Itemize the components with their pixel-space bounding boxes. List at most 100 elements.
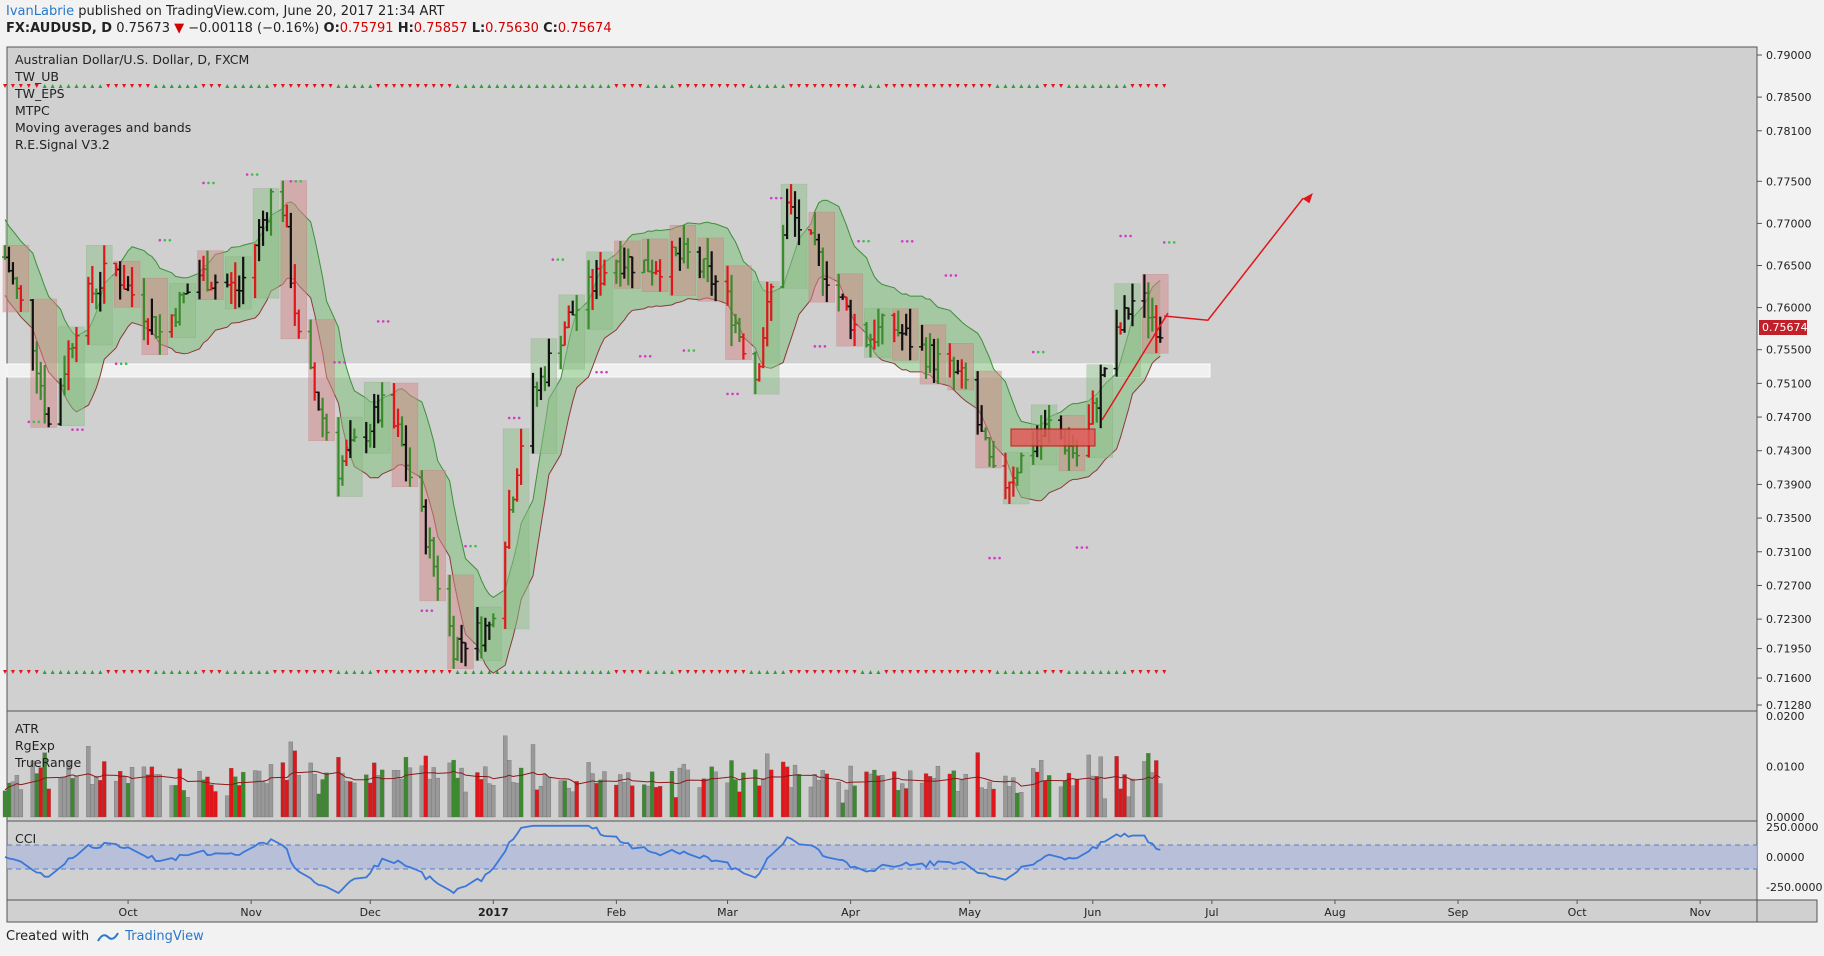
signal-marker <box>614 670 619 674</box>
atr-bar <box>241 771 246 818</box>
atr-bar <box>1090 775 1095 818</box>
signal-marker <box>257 84 262 88</box>
time-tick-7: May <box>958 906 981 919</box>
signal-marker <box>423 670 428 674</box>
main-pane[interactable] <box>6 46 1758 712</box>
atr-bar <box>558 780 563 818</box>
eps-dot <box>32 420 36 424</box>
signal-marker <box>614 84 619 88</box>
eps-dot <box>905 239 909 243</box>
atr-bar <box>463 791 468 818</box>
signal-marker <box>153 670 158 674</box>
eps-dot <box>605 370 608 374</box>
eps-dot <box>464 544 467 548</box>
atr-bar <box>598 779 603 818</box>
signal-marker <box>1051 84 1056 88</box>
tradingview-brand[interactable]: TradingView <box>97 929 204 944</box>
indicator-label-1[interactable]: TW_EPS <box>14 86 65 101</box>
signal-marker <box>709 84 714 88</box>
indicator-label-3[interactable]: Moving averages and bands <box>15 120 191 135</box>
arrow-head-icon <box>1302 192 1313 204</box>
eps-dot <box>376 320 380 323</box>
footer: Created with TradingView <box>6 929 204 944</box>
atr-bar <box>427 778 432 818</box>
signal-marker <box>114 84 119 88</box>
atr-bar <box>181 790 186 818</box>
eps-dot <box>386 320 390 323</box>
atr-axis[interactable]: 0.0200 0.0100 0.0000 <box>1766 710 1805 824</box>
atr-bar <box>788 787 794 818</box>
signal-marker <box>828 670 833 674</box>
eps-dot <box>163 238 167 242</box>
indicator-label-0[interactable]: TW_UB <box>14 69 59 84</box>
tradingview-link[interactable]: TradingView <box>125 929 204 944</box>
signal-marker <box>328 84 333 88</box>
author-link[interactable]: IvanLabrie <box>6 4 75 19</box>
atr-bar <box>657 786 663 818</box>
atr-bar <box>669 770 675 818</box>
atr-bar <box>542 774 548 818</box>
atr-bar <box>153 774 159 818</box>
signal-marker <box>114 670 119 674</box>
signal-marker <box>145 84 150 88</box>
truerange-label[interactable]: TrueRange <box>14 755 81 770</box>
projection-path[interactable] <box>1164 197 1304 322</box>
signal-marker <box>582 84 587 88</box>
signal-marker <box>58 670 63 674</box>
signal-marker <box>153 84 158 88</box>
atr-bar <box>280 762 286 818</box>
signal-marker <box>82 670 87 674</box>
atr-bar <box>86 746 91 818</box>
trendline[interactable] <box>1101 312 1169 421</box>
signal-marker <box>185 84 190 88</box>
signal-marker <box>868 670 873 674</box>
indicator-label-2[interactable]: MTPC <box>15 103 50 118</box>
atr-bar <box>423 755 428 818</box>
rgexp-label[interactable]: RgExp <box>15 738 55 753</box>
signal-marker <box>1027 84 1032 88</box>
signal-marker <box>1114 670 1119 674</box>
atr-bar <box>757 785 762 818</box>
signal-marker <box>646 84 651 88</box>
atr-bar <box>896 789 901 818</box>
signal-marker <box>860 670 865 674</box>
signal-marker <box>844 670 849 674</box>
signal-marker <box>701 670 706 674</box>
atr-label[interactable]: ATR <box>15 721 39 736</box>
eps-dot <box>823 345 827 348</box>
eps-dot <box>81 428 84 431</box>
cci-line <box>4 824 1161 895</box>
signal-marker <box>233 670 238 674</box>
atr-bar <box>594 783 599 818</box>
eps-dot <box>648 354 652 358</box>
projection-drawing[interactable] <box>1101 192 1313 421</box>
time-tick-3: 2017 <box>478 906 509 919</box>
last-price: 0.75673 <box>116 21 170 36</box>
signal-marker <box>249 84 254 88</box>
eps-dot <box>682 349 686 352</box>
price-badge-text: 0.75674 <box>1762 321 1808 334</box>
atr-bar <box>260 781 266 818</box>
atr-bar <box>74 775 79 818</box>
atr-bar <box>209 784 214 818</box>
signal-marker <box>50 670 55 674</box>
indicator-label-4[interactable]: R.E.Signal V3.2 <box>15 137 110 152</box>
atr-bar <box>586 762 591 818</box>
red-zone-box[interactable] <box>1010 428 1096 447</box>
open-value: 0.75791 <box>339 21 394 36</box>
cci-label[interactable]: CCI <box>15 831 36 846</box>
signal-marker <box>455 84 460 88</box>
signal-marker <box>368 670 373 674</box>
cci-axis[interactable]: 250.0000 0.0000 -250.0000 <box>1766 821 1822 894</box>
time-axis[interactable]: Oct Nov Dec 2017 Feb Mar Apr May Jun Jul Aug Sep Oct… <box>119 900 1712 919</box>
price-axis[interactable]: 0.79000 0.78500 0.78100 0.77500 0.77000 0.765… <box>1757 49 1812 712</box>
atr-bar <box>983 789 988 818</box>
time-tick-13: Nov <box>1689 906 1711 919</box>
signal-marker <box>66 84 71 88</box>
support-zone[interactable] <box>6 363 1211 378</box>
atr-bar <box>316 793 321 818</box>
atr-bar <box>431 767 436 818</box>
atr-bar <box>602 771 607 818</box>
eps-dot <box>900 239 904 243</box>
